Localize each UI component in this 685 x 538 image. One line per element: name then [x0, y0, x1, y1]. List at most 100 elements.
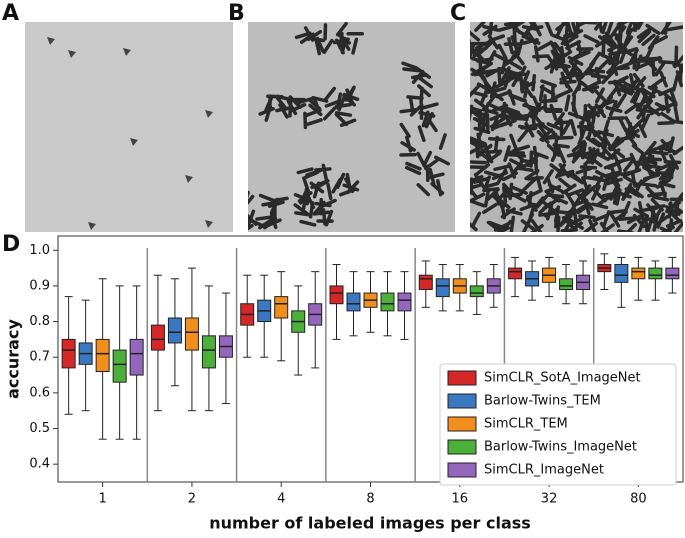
particle — [544, 22, 554, 37]
particle — [577, 128, 586, 146]
particle — [498, 24, 515, 32]
particle — [510, 93, 527, 103]
particle — [556, 215, 561, 232]
particle — [500, 66, 511, 83]
particle — [587, 109, 604, 120]
particle — [623, 157, 636, 173]
particle — [314, 38, 322, 56]
particle — [314, 179, 330, 191]
particle — [488, 136, 506, 142]
box — [418, 274, 433, 290]
particle — [205, 110, 213, 118]
box — [329, 285, 344, 305]
particle — [609, 176, 621, 192]
particle — [636, 27, 652, 39]
particle — [483, 141, 491, 160]
box — [469, 285, 484, 298]
box — [184, 317, 199, 351]
particle — [557, 210, 575, 216]
particle — [552, 44, 559, 62]
particle — [482, 24, 498, 36]
particle — [482, 175, 491, 193]
particle — [545, 203, 554, 221]
box — [95, 338, 110, 372]
particle — [643, 90, 651, 108]
panel-label: C — [450, 1, 466, 26]
particle — [546, 176, 555, 194]
particle — [580, 142, 587, 160]
particle — [563, 34, 579, 46]
particle — [481, 68, 500, 75]
legend-swatch — [447, 393, 477, 409]
particle — [491, 170, 509, 181]
particle — [438, 133, 447, 150]
particle — [297, 96, 315, 105]
particle — [417, 84, 431, 98]
particle — [590, 74, 609, 80]
particle — [557, 147, 567, 164]
box — [112, 349, 127, 383]
particle — [351, 37, 359, 55]
particle — [405, 161, 422, 171]
particle — [624, 116, 635, 132]
particle — [601, 22, 608, 34]
particle — [267, 200, 285, 208]
particle — [271, 196, 289, 203]
particle — [205, 220, 213, 228]
particle — [264, 104, 273, 122]
particle — [634, 154, 644, 171]
particle — [571, 198, 589, 207]
y-tick-label: 1.0 — [29, 243, 50, 258]
particle — [278, 103, 289, 119]
particle — [314, 201, 332, 208]
micrograph-a — [25, 22, 233, 232]
particle — [289, 103, 307, 113]
legend-label: Barlow-Twins_ImageNet — [484, 440, 637, 455]
particle — [502, 182, 513, 199]
particle — [624, 168, 642, 177]
legend-swatch — [447, 370, 477, 386]
particle — [519, 202, 537, 212]
particle — [622, 182, 633, 199]
particle — [323, 86, 337, 102]
particle — [577, 73, 582, 91]
particle — [524, 35, 541, 45]
particle — [665, 219, 683, 228]
particle — [473, 98, 489, 111]
particle — [337, 94, 347, 112]
particle — [654, 214, 670, 227]
particle — [571, 101, 579, 119]
legend-swatch — [447, 416, 477, 432]
particle — [624, 102, 640, 115]
particle — [651, 208, 663, 224]
particle — [562, 219, 573, 232]
particle — [538, 201, 553, 215]
y-tick-label: 0.8 — [29, 314, 50, 329]
particle — [589, 51, 602, 67]
particle — [553, 205, 561, 223]
particle — [496, 196, 511, 210]
particle — [559, 73, 577, 82]
particle — [667, 136, 675, 154]
particle — [335, 22, 348, 37]
particle — [642, 160, 653, 176]
particle — [652, 195, 670, 202]
particle — [542, 135, 560, 141]
particle — [608, 24, 621, 40]
particle — [345, 172, 352, 191]
particle — [656, 140, 673, 151]
particle — [637, 218, 646, 232]
particle — [521, 23, 534, 39]
particle — [521, 83, 534, 98]
particle — [591, 106, 597, 124]
y-tick-label: 0.9 — [29, 278, 50, 293]
particle — [657, 121, 675, 126]
box — [346, 292, 361, 312]
particle — [416, 151, 427, 168]
particle — [593, 151, 610, 162]
particle — [552, 143, 570, 149]
particle — [335, 172, 346, 190]
particle — [644, 140, 657, 156]
panel-label: D — [2, 232, 20, 257]
particle — [654, 61, 666, 77]
